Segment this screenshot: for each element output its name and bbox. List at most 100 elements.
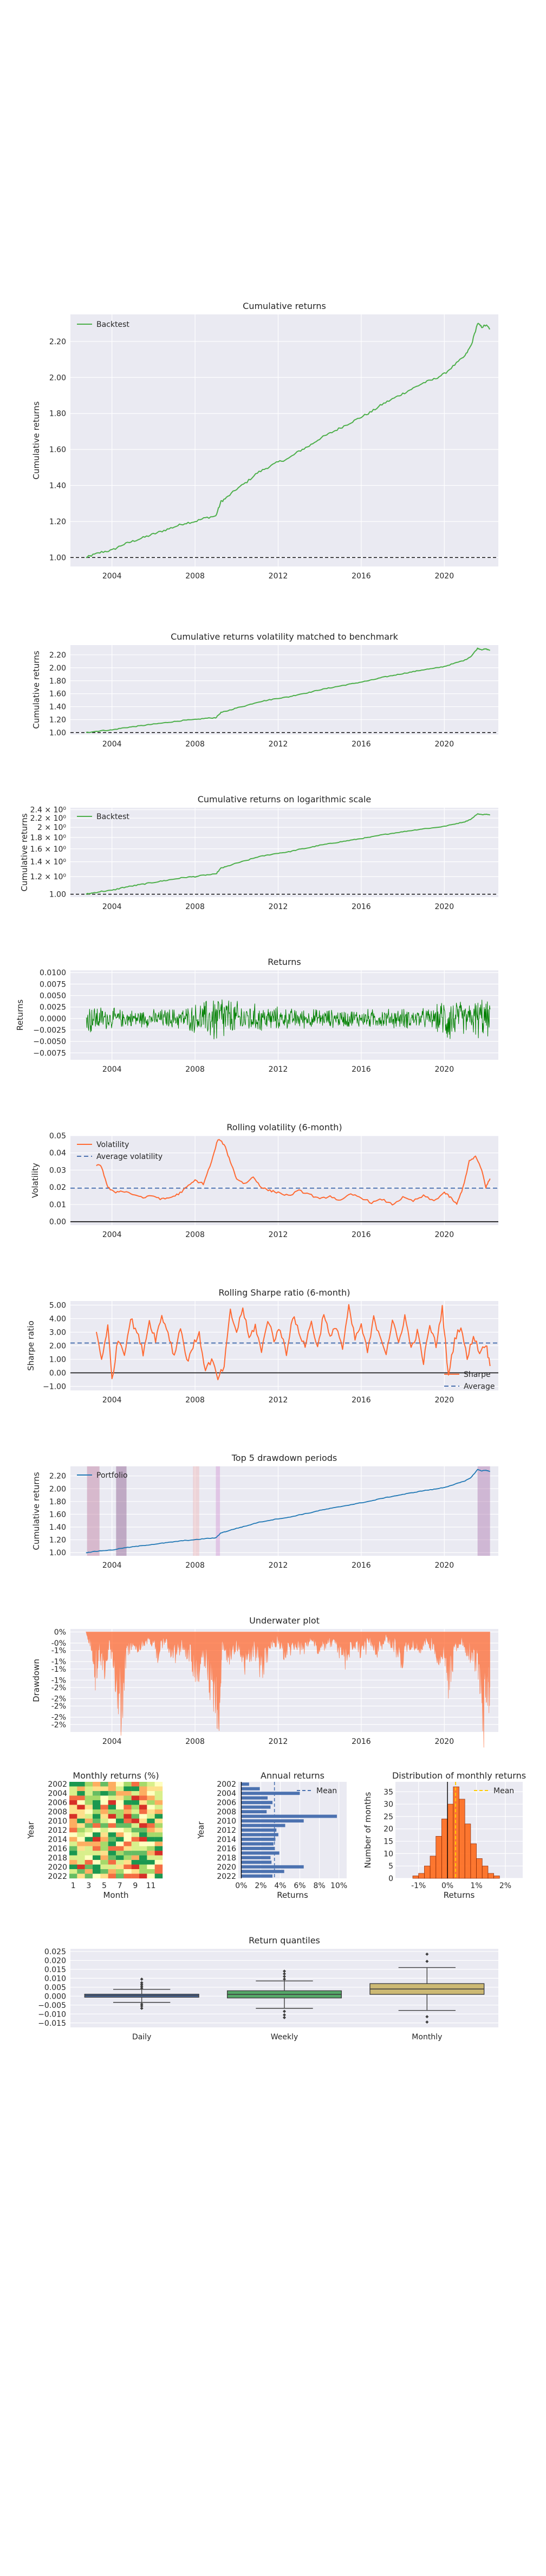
y-tick-label: 0.025 <box>44 1948 66 1956</box>
heatmap-cell <box>116 1795 124 1801</box>
chart-return-quantiles: −0.015−0.010−0.0050.0000.0050.0100.0150.… <box>38 1935 498 2042</box>
heatmap-cell <box>116 1805 124 1810</box>
histogram-bar <box>470 1843 477 1879</box>
y-tick-label: 2008 <box>48 1808 67 1817</box>
x-axis-label: Month <box>103 1890 128 1900</box>
y-tick-label: 1.20 <box>49 716 66 725</box>
y-tick-label: 2018 <box>217 1854 236 1863</box>
heatmap-cell <box>108 1782 116 1787</box>
heatmap-cell <box>100 1869 108 1874</box>
heatmap-cell <box>84 1805 93 1810</box>
x-tick-label: 1% <box>470 1882 482 1890</box>
heatmap-cell <box>93 1827 101 1833</box>
x-axis-label: Returns <box>277 1890 308 1900</box>
heatmap-cell <box>93 1873 101 1879</box>
heatmap-cell <box>84 1873 93 1879</box>
heatmap-cell <box>93 1855 101 1860</box>
heatmap-cell <box>139 1832 147 1837</box>
heatmap-cell <box>131 1832 140 1837</box>
heatmap-cell <box>154 1851 163 1856</box>
x-tick-label: 4% <box>274 1882 286 1890</box>
heatmap-cell <box>131 1873 140 1879</box>
x-tick-label: 2016 <box>352 572 371 581</box>
chart-rolling-volatility: 2004 2008 2012 2016 2020 0.00 0.01 0.02 0.03 0.04… <box>30 1122 498 1239</box>
y-tick-label: 2.2 × 10⁰ <box>30 814 67 823</box>
heatmap-cell <box>147 1841 155 1846</box>
series-line-returns <box>86 999 491 1040</box>
heatmap-cell <box>84 1832 93 1837</box>
box-flier <box>425 2020 429 2024</box>
heatmap-cell <box>116 1814 124 1819</box>
y-tick-label: 2.00 <box>49 1342 66 1351</box>
y-axis-label: Cumulative returns <box>31 1472 41 1550</box>
y-tick-label: 2016 <box>48 1845 67 1853</box>
chart-title: Rolling Sharpe ratio (6-month) <box>218 1287 350 1298</box>
x-tick-label: 2004 <box>102 903 122 911</box>
heatmap-cell <box>116 1800 124 1805</box>
y-tick-label: 0% <box>54 1628 66 1637</box>
heatmap-cell <box>100 1860 108 1865</box>
heatmap-cell <box>116 1827 124 1833</box>
annual-return-bar <box>241 1801 273 1805</box>
annual-return-bar <box>241 1787 260 1791</box>
x-tick-label: 2012 <box>269 572 288 581</box>
heatmap-cell <box>84 1846 93 1851</box>
heatmap-cell <box>69 1795 77 1801</box>
y-tick-label: 35 <box>384 1788 393 1796</box>
y-tick-label: 2006 <box>217 1799 236 1807</box>
heatmap-cell <box>69 1818 77 1824</box>
chart-returns: 2004 2008 2012 2016 2020 −0.0075 −0.0050 −0.002… <box>15 957 498 1074</box>
heatmap-cell <box>147 1782 155 1787</box>
annual-return-bar <box>241 1796 268 1800</box>
heatmap-cell <box>69 1837 77 1842</box>
y-tick-label: 2020 <box>217 1863 236 1872</box>
heatmap-cell <box>69 1846 77 1851</box>
y-tick-label: 1.80 <box>49 1498 66 1506</box>
y-tick-label: 0.04 <box>49 1149 66 1158</box>
heatmap-cell <box>100 1864 108 1870</box>
heatmap-cell <box>108 1855 116 1860</box>
heatmap-cell <box>131 1864 140 1870</box>
chart-title: Cumulative returns on logarithmic scale <box>198 794 372 804</box>
heatmap-cell <box>123 1809 132 1814</box>
heatmap-cell <box>69 1809 77 1814</box>
heatmap-cell <box>108 1869 116 1874</box>
heatmap-cell <box>139 1795 147 1801</box>
heatmap-cell <box>154 1860 163 1865</box>
y-tick-label: −0.015 <box>38 2019 66 2028</box>
box-flier <box>140 1981 144 1985</box>
heatmap-cell <box>77 1832 85 1837</box>
y-tick-label: −0.005 <box>38 2001 66 2010</box>
y-axis-label: Cumulative returns <box>20 813 29 891</box>
y-tick-label: 2020 <box>48 1863 67 1872</box>
heatmap-cell <box>108 1823 116 1828</box>
y-tick-label: 1.6 × 10⁰ <box>30 845 67 854</box>
heatmap-cell <box>93 1846 101 1851</box>
x-tick-label: 2020 <box>434 903 454 911</box>
heatmap-cell <box>147 1851 155 1856</box>
plot-area <box>70 1136 498 1225</box>
chart-title: Underwater plot <box>249 1615 320 1626</box>
heatmap-cell <box>77 1827 85 1833</box>
heatmap-cell <box>139 1873 147 1879</box>
heatmap-cell <box>100 1851 108 1856</box>
heatmap-cell <box>93 1805 101 1810</box>
heatmap-cell <box>116 1869 124 1874</box>
annual-return-bar <box>241 1824 285 1827</box>
heatmap-cell <box>154 1809 163 1814</box>
heatmap-cell <box>69 1873 77 1879</box>
chart-annual-returns: 0% 2% 4% 6% 8% 10%200220042006200820102012201… <box>196 1770 347 1900</box>
heatmap-cell <box>139 1786 147 1792</box>
heatmap-cell <box>69 1851 77 1856</box>
heatmap-cell <box>69 1860 77 1865</box>
x-tick-label: 2008 <box>185 1561 205 1570</box>
annual-return-bar <box>241 1792 300 1795</box>
x-tick-label: 6% <box>294 1882 306 1890</box>
heatmap-cell <box>108 1786 116 1792</box>
box-flier <box>425 1952 429 1956</box>
box-flier <box>140 1986 144 1990</box>
y-axis-label: Year <box>196 1821 206 1839</box>
y-tick-label: 1.00 <box>49 729 66 737</box>
series-line-sharpe <box>95 1304 491 1381</box>
heatmap-cell <box>131 1795 140 1801</box>
